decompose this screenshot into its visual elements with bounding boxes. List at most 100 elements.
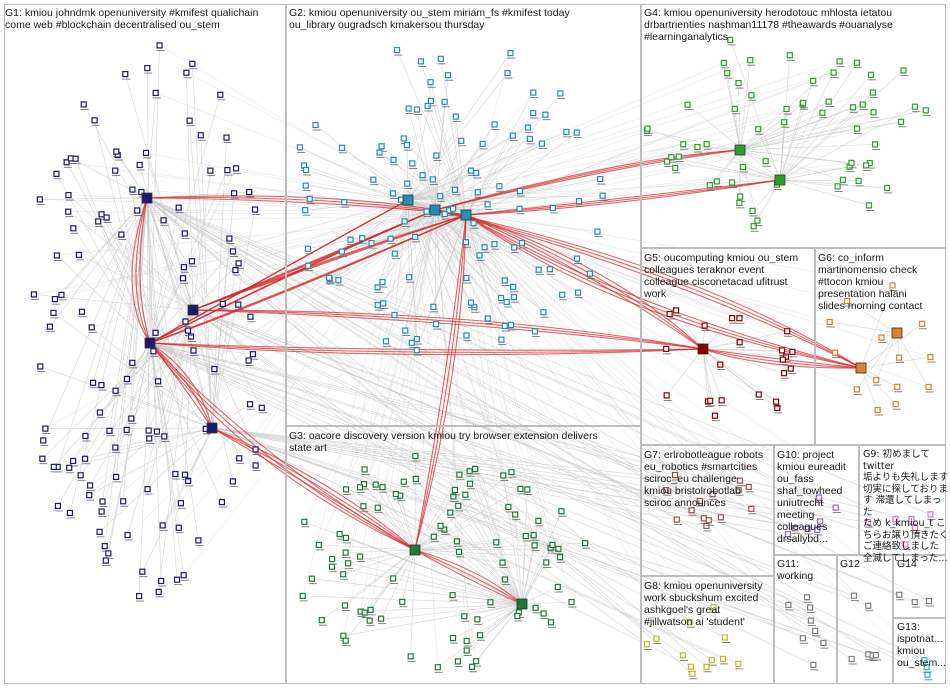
edge (739, 112, 823, 151)
edge (739, 144, 876, 151)
edge (399, 214, 467, 496)
node (30, 291, 37, 298)
edge (860, 367, 896, 405)
node (390, 156, 397, 163)
node (312, 121, 319, 129)
node (672, 164, 679, 171)
node (853, 59, 860, 66)
node (246, 401, 254, 408)
node (402, 327, 409, 334)
edge (466, 603, 523, 642)
edge (57, 342, 151, 507)
node (643, 641, 651, 648)
edge (469, 471, 523, 605)
node (224, 167, 231, 174)
edge (101, 214, 213, 429)
edge (102, 197, 148, 502)
edge (739, 149, 843, 181)
edge (739, 107, 854, 151)
node (463, 332, 470, 339)
node (390, 575, 397, 582)
node (340, 571, 347, 578)
node (834, 183, 841, 190)
node (419, 172, 426, 179)
node (252, 446, 259, 453)
node (197, 132, 204, 139)
node (306, 195, 313, 202)
edge (414, 496, 454, 551)
node (53, 170, 60, 177)
node (455, 548, 463, 556)
node (535, 517, 542, 524)
node (374, 504, 381, 511)
node (735, 79, 742, 87)
edge (146, 197, 816, 632)
node (401, 218, 408, 225)
node (429, 176, 436, 183)
node (182, 318, 189, 325)
node (88, 324, 95, 331)
edge (779, 102, 804, 181)
node (449, 634, 457, 642)
edge (465, 214, 836, 353)
highlight-edge (211, 427, 416, 551)
hub-node-avatar (697, 343, 709, 355)
node (867, 71, 875, 78)
highlight-edge (414, 549, 523, 605)
highlight-edge (465, 179, 781, 216)
node (922, 107, 929, 114)
edge (846, 300, 898, 334)
node (181, 230, 188, 237)
node (849, 104, 857, 111)
edge (399, 495, 416, 551)
node (91, 117, 98, 124)
edge (363, 483, 416, 551)
node (138, 188, 145, 196)
edge (363, 505, 523, 605)
node (673, 516, 680, 523)
node (189, 60, 196, 67)
edge (146, 197, 707, 668)
edge (83, 104, 194, 311)
hub-node-avatar (141, 192, 153, 204)
edge (434, 209, 916, 529)
node (500, 472, 507, 479)
node (546, 266, 553, 273)
node (785, 601, 792, 609)
node (146, 435, 153, 442)
node (156, 42, 163, 49)
edge (211, 427, 256, 466)
node (341, 602, 349, 609)
node (832, 349, 839, 356)
node (226, 235, 233, 242)
node (509, 132, 516, 139)
node (175, 524, 182, 531)
node (755, 126, 762, 133)
node (451, 486, 459, 494)
node (872, 651, 879, 659)
node (462, 239, 469, 246)
node (672, 307, 680, 314)
node (663, 487, 670, 494)
edge (702, 330, 788, 350)
edge (302, 199, 409, 596)
edge (434, 209, 521, 490)
edge (146, 197, 693, 675)
node (120, 498, 127, 505)
group-box-g1 (4, 4, 286, 684)
node (86, 482, 94, 489)
node (668, 154, 675, 161)
node (96, 409, 104, 416)
edge (311, 578, 523, 605)
highlight-edge (149, 342, 416, 551)
node (441, 526, 448, 533)
edge (99, 427, 213, 533)
node (400, 478, 407, 485)
edge (149, 342, 916, 529)
hub-node-avatar (402, 194, 414, 206)
edge (57, 209, 436, 468)
edge (89, 214, 467, 486)
node (789, 348, 796, 355)
highlight-edge (434, 149, 741, 211)
